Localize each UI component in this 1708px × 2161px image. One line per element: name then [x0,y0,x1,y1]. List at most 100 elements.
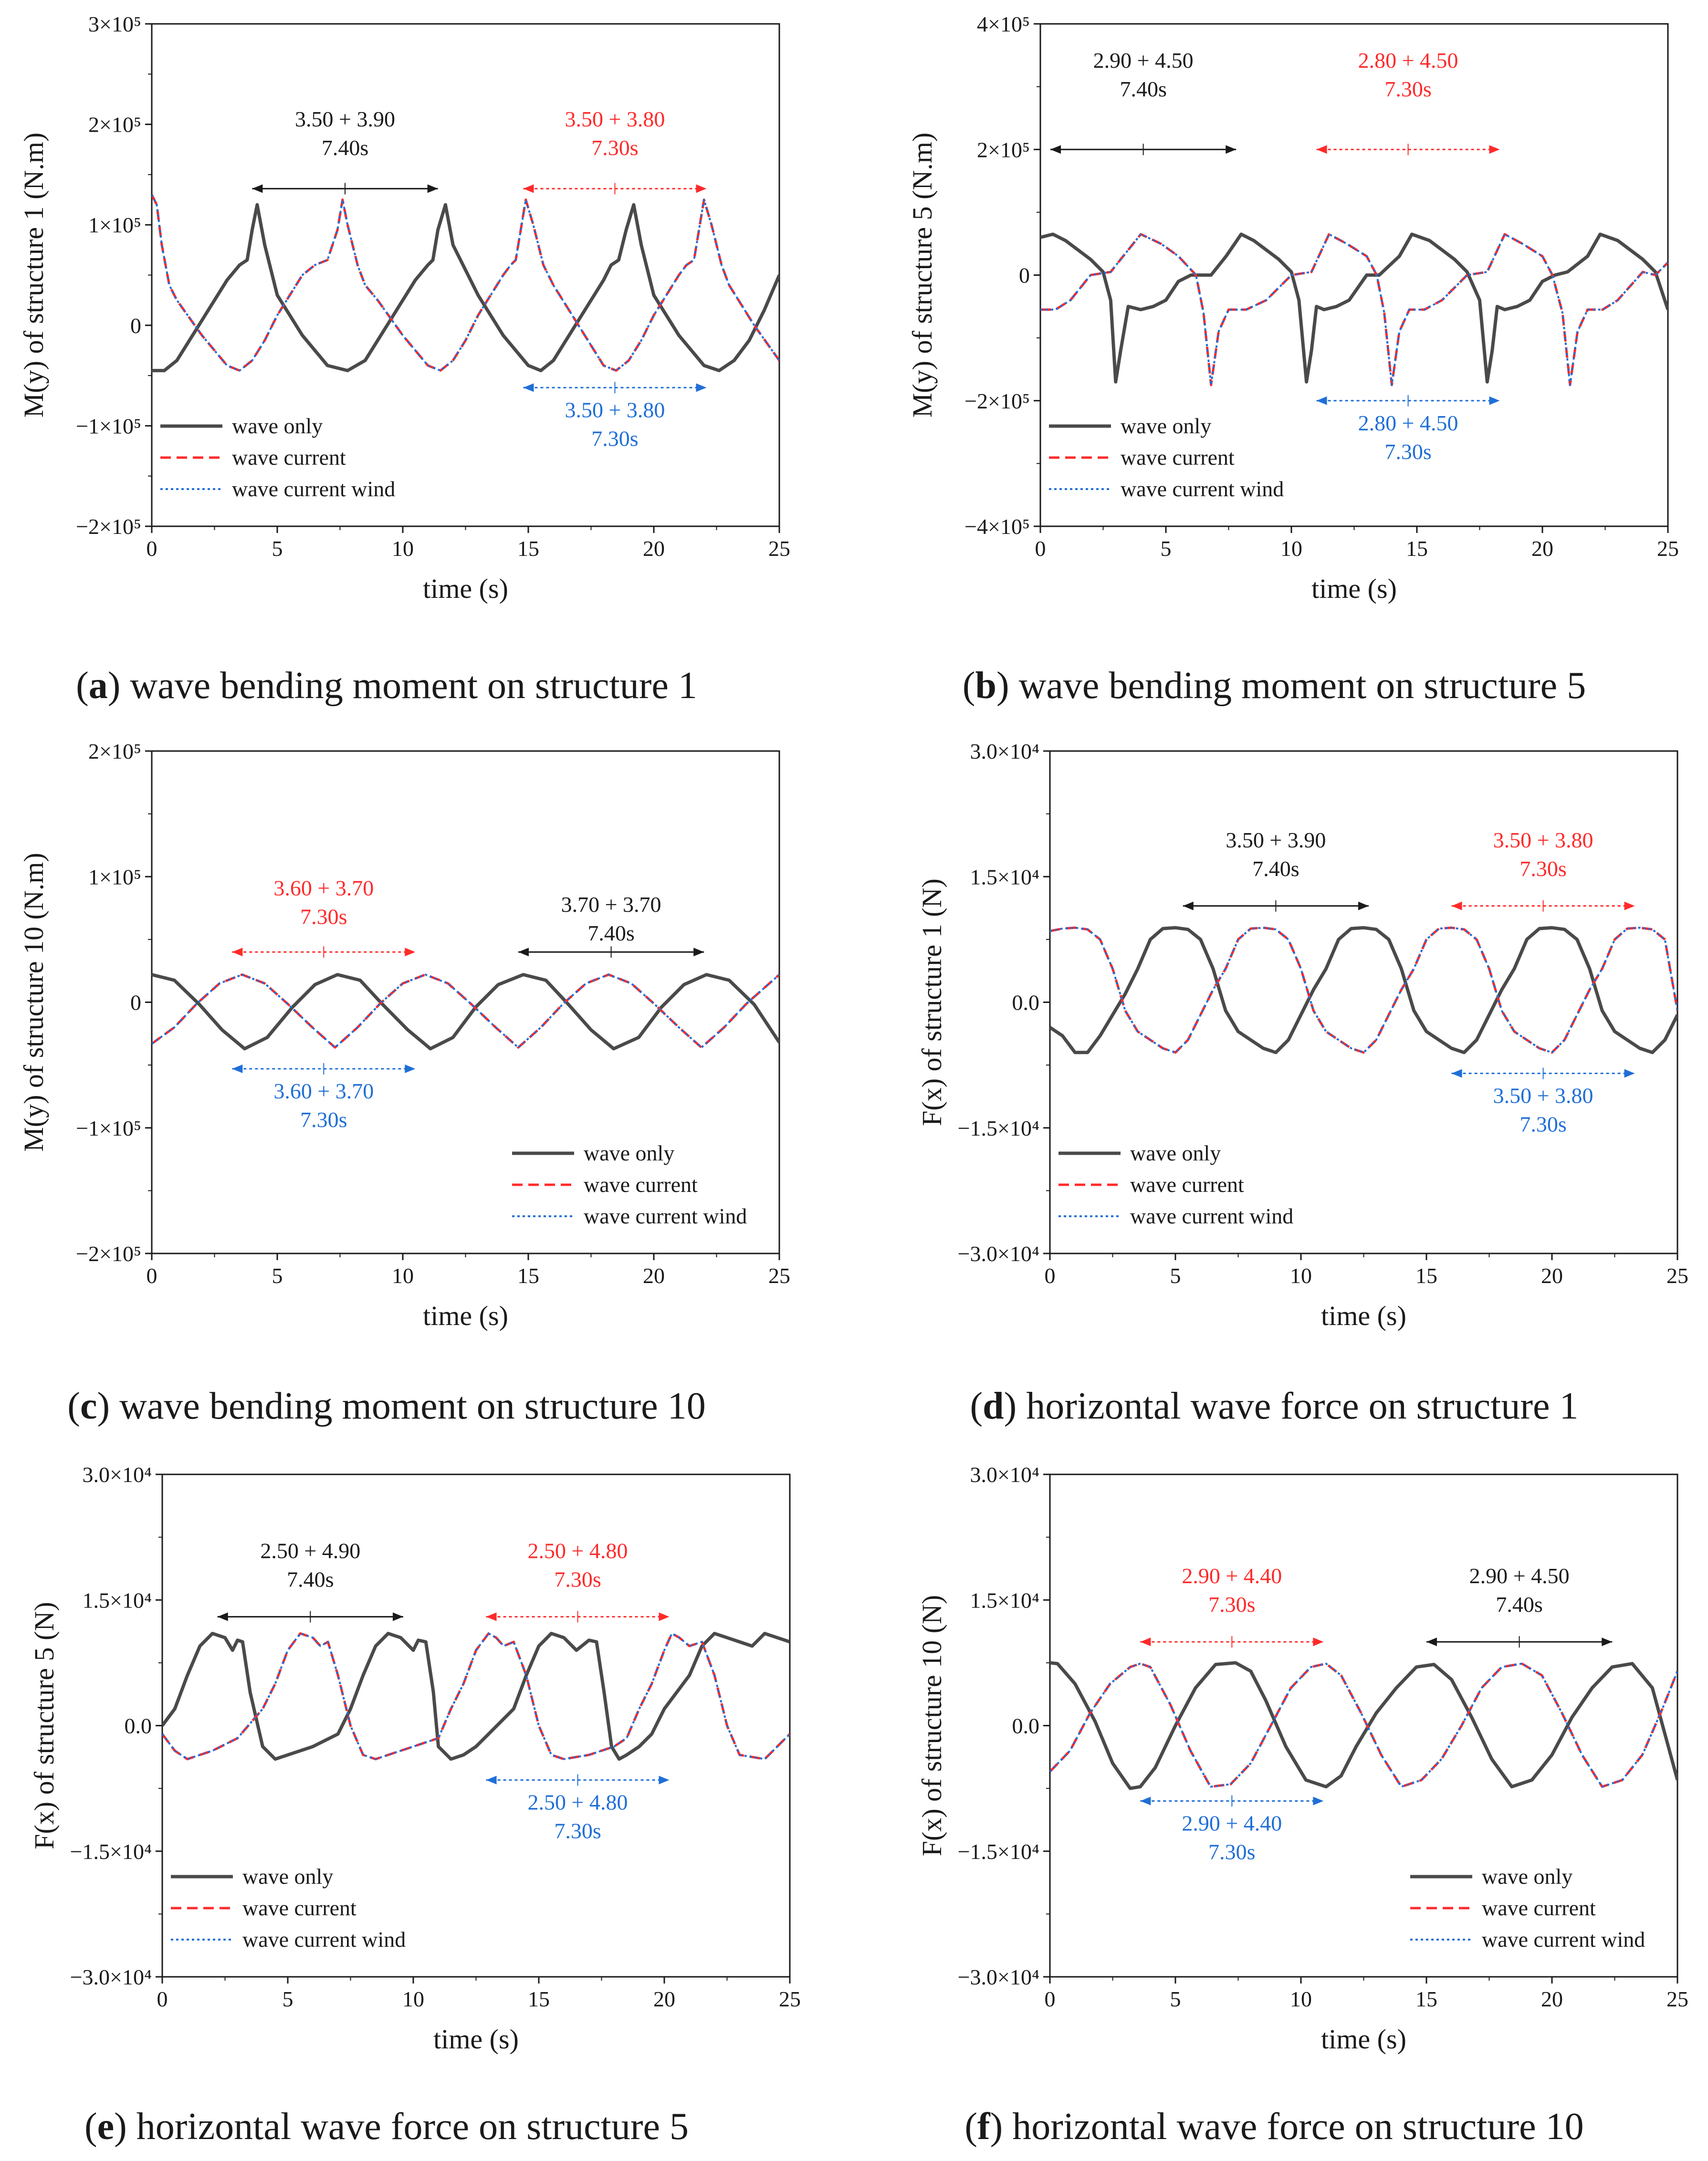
period-annotation: 3.50 + 3.90 7.40s [252,107,438,195]
y-tick-label: −2×10⁵ [76,514,141,539]
y-tick-label: 2×10⁵ [88,113,141,137]
x-tick-label: 25 [768,1263,790,1288]
y-tick-label: 1×10⁵ [88,213,141,237]
y-tick-label: 3.0×10⁴ [970,1462,1039,1487]
legend-label-wave-only: wave only [232,414,323,438]
chart-panel-f: 0 5 10 15 20 25 −3.0×10⁴ −1.5×10⁴ 0.0 1.5×10⁴ 3.0×… [916,1462,1688,2148]
annotation-period-label: 7.30s [1384,77,1431,101]
annotation-period-label: 7.40s [1252,856,1299,881]
arrow-head-left [518,948,529,957]
x-tick-label: 25 [1666,1987,1688,2011]
arrow-head-right [1602,1638,1613,1646]
annotation-split-label: 2.50 + 4.90 [260,1539,360,1563]
x-tick-label: 0 [157,1987,168,2011]
arrow-head-right [405,948,416,957]
arrow-head-left [1426,1638,1437,1646]
x-axis-title: time (s) [433,2024,519,2055]
annotation-period-label: 7.40s [1496,1592,1542,1617]
x-tick-label: 10 [1280,536,1302,561]
x-tick-label: 15 [517,536,539,561]
y-tick-label: 2×10⁵ [88,739,141,763]
annotation-split-label: 3.60 + 3.70 [273,1079,374,1103]
x-tick-label: 5 [1170,1987,1181,2011]
caption-letter: a [89,665,108,707]
period-annotation: 3.50 + 3.90 7.40s [1183,828,1369,912]
chart-panel-a: 0 5 10 15 20 25 −2×10⁵ −1×10⁵ 0 1×10⁵ 2×10⁵ 3×10⁵ ti… [18,12,790,707]
arrow-head-left [1050,145,1061,154]
arrow-head-left [1183,901,1194,910]
period-annotation: 2.90 + 4.40 7.30s [1140,1564,1324,1648]
y-tick-label: 3.0×10⁴ [83,1462,152,1487]
arrow-head-left [1316,145,1327,154]
period-annotation: 3.50 + 3.80 7.30s [1451,828,1635,912]
series-lines [162,1631,790,1761]
x-tick-label: 0 [1045,1263,1056,1288]
legend-label-wave-only: wave only [584,1141,674,1165]
caption-text: wave bending moment on structure 1 [130,665,697,707]
arrow-head-left [1140,1796,1151,1806]
legend: wave only wave current wave current wind [512,1141,747,1228]
series-line-wave-only [152,203,779,373]
legend-label-wave-current-wind: wave current wind [1121,477,1284,501]
panel-caption: (c) wave bending moment on structure 10 [67,1385,705,1427]
x-axis-title: time (s) [1321,1300,1406,1331]
y-tick-label: 4×10⁵ [977,12,1030,36]
caption-letter: e [97,2106,115,2148]
caption-text: horizontal wave force on structure 5 [136,2106,689,2148]
caption-text: horizontal wave force on structure 1 [1026,1385,1578,1427]
arrow-head-right [1489,396,1500,405]
annotation-split-label: 2.80 + 4.50 [1358,411,1458,435]
legend: wave only wave current wave current wind [1049,414,1284,501]
y-tick-label: 0.0 [1012,1714,1040,1738]
series-line-wave-current [152,973,779,1049]
arrow-head-left [1140,1638,1151,1646]
annotation-split-label: 3.50 + 3.90 [295,107,395,131]
period-annotation: 2.50 + 4.80 7.30s [486,1539,670,1623]
annotation-split-label: 2.80 + 4.50 [1358,48,1458,73]
arrow-head-right [693,948,704,957]
legend-label-wave-current-wind: wave current wind [232,477,395,501]
x-tick-label: 10 [1290,1263,1312,1288]
panel-caption: (f) horizontal wave force on structure 1… [964,2106,1583,2148]
x-tick-label: 10 [1290,1987,1312,2011]
caption-text: wave bending moment on structure 5 [1019,665,1586,707]
x-tick-label: 20 [643,1263,665,1288]
series-line-wave-only [1040,232,1668,384]
annotation-period-label: 7.40s [1120,77,1166,101]
series-line-wave-current-wind [1050,927,1677,1054]
arrow-head-right [696,184,707,193]
arrow-head-right [1313,1638,1324,1646]
x-tick-label: 5 [272,536,283,561]
legend-label-wave-current: wave current [1121,445,1235,470]
series-line-wave-only [1050,926,1677,1054]
annotation-period-label: 7.30s [1519,1112,1566,1137]
period-annotation: 2.90 + 4.40 7.30s [1140,1795,1324,1864]
legend-label-wave-current: wave current [242,1896,356,1920]
legend-label-wave-current-wind: wave current wind [1482,1927,1645,1952]
legend-label-wave-current: wave current [1482,1896,1596,1920]
legend: wave only wave current wave current wind [1410,1864,1645,1952]
series-line-wave-current-wind [162,1632,790,1760]
series-line-wave-current [1050,926,1677,1054]
arrow-head-left [523,184,534,193]
series-lines [1040,232,1668,386]
y-tick-label: 0 [130,991,141,1015]
series-line-wave-current [162,1632,790,1761]
caption-text: horizontal wave force on structure 10 [1012,2106,1583,2148]
chart-panel-e: 0 5 10 15 20 25 −3.0×10⁴ −1.5×10⁴ 0.0 1.5×10⁴ 3.0×… [29,1462,801,2148]
period-annotation: 3.60 + 3.70 7.30s [232,1063,416,1132]
x-axis-title: time (s) [423,573,508,604]
legend-label-wave-current: wave current [232,445,346,470]
series-line-wave-current-wind [152,973,779,1049]
x-tick-label: 5 [272,1263,283,1288]
panel-caption: (b) wave bending moment on structure 5 [963,665,1586,707]
y-tick-label: −3.0×10⁴ [958,1965,1039,1989]
period-annotation: 3.60 + 3.70 7.30s [232,876,416,958]
x-axis-title: time (s) [1321,2024,1406,2055]
y-axis-title: M(y) of structure 1 (N.m) [18,133,49,418]
y-tick-label: −1×10⁵ [76,1116,141,1140]
y-tick-label: −2×10⁵ [964,389,1030,413]
x-tick-label: 10 [392,536,414,561]
y-tick-label: 0 [1019,263,1030,288]
